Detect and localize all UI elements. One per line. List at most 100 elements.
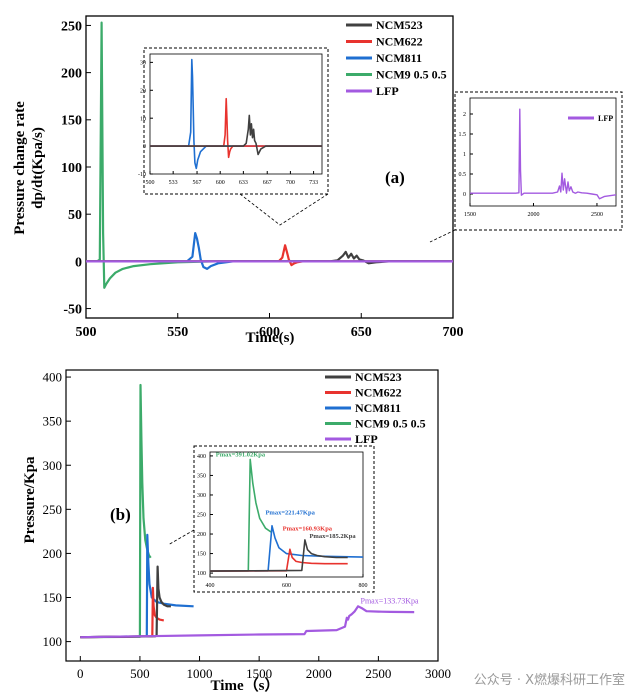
panel-a: 500 550 600 650 700-50050100150200250Time(s)… xyxy=(12,15,623,346)
a-legend-label: LFP xyxy=(376,84,399,98)
a-inset1-pointer xyxy=(239,193,329,226)
a-ytick-label: 200 xyxy=(61,67,82,82)
panel-b: 0 500 1000 1500 2000 2500 3000 100 150 200 250 300 3… xyxy=(22,369,451,694)
a-legend-label: NCM9 0.5 0.5 xyxy=(376,68,447,82)
b-inset-xtick-label: 600 xyxy=(282,583,291,589)
b-legend-label: LFP xyxy=(355,432,378,446)
a-ytick-label: 100 xyxy=(61,161,82,176)
a-inset1-ytick-label: -10 xyxy=(138,172,146,178)
a-legend-label: NCM622 xyxy=(376,35,423,49)
a-inset1-xtick-label: 733 xyxy=(309,180,318,186)
b-inset-series-ncm622 xyxy=(210,548,348,572)
a-inset2-legend-label: LFP xyxy=(598,114,613,123)
b-series-ncm523 xyxy=(80,565,171,639)
b-inset-ytick-label: 400 xyxy=(197,454,206,460)
a-inset1-ytick-label: 0 xyxy=(143,144,146,150)
b-inset-annotation: Pmax=185.2Kpa xyxy=(309,533,356,540)
b-annotation: Pmax=133.73Kpa xyxy=(361,597,420,606)
b-xtick-label: 2500 xyxy=(365,666,391,681)
b-inset-ytick-label: 150 xyxy=(197,552,206,558)
b-inset-series-ncm523 xyxy=(210,539,348,572)
a-inset2-ytick-label: 0.5 xyxy=(459,172,467,178)
b-series-lfp xyxy=(80,605,415,639)
a-ytick-label: -50 xyxy=(63,302,82,317)
a-inset2-ytick-label: 1 xyxy=(463,152,466,158)
b-ytick-label: 300 xyxy=(43,458,63,473)
a-inset1-xtick-label: 567 xyxy=(193,180,202,186)
b-legend-label: NCM9 0.5 0.5 xyxy=(355,417,426,431)
b-ytick-label: 350 xyxy=(43,414,63,429)
b-xtick-label: 2000 xyxy=(306,666,332,681)
b-inset-ytick-label: 100 xyxy=(197,571,206,577)
a-inset2-ytick-label: 1.5 xyxy=(459,132,467,138)
b-legend-label: NCM622 xyxy=(355,386,402,400)
a-series-ncm523 xyxy=(86,250,453,265)
a-y-axis-label: Pressure change rate dp/dt(Kpa/s) xyxy=(12,101,46,235)
a-inset1-xtick-label: 667 xyxy=(263,180,272,186)
b-ytick-label: 400 xyxy=(43,370,63,385)
a-inset1-series-ncm523 xyxy=(150,114,322,156)
b-y-axis-label: Pressure/Kpa xyxy=(22,456,38,543)
a-inset2-xtick-label: 2500 xyxy=(591,212,603,218)
a-inset1-xtick-label: 533 xyxy=(169,180,178,186)
b-inset-pointer xyxy=(167,529,195,546)
b-inset-ytick-label: 200 xyxy=(197,532,206,538)
a-inset2-xtick-label: 1500 xyxy=(464,212,476,218)
b-panel-label: (b) xyxy=(110,505,131,524)
b-series-ncm811 xyxy=(80,533,194,639)
a-inset1-series-ncm811 xyxy=(150,58,322,170)
a-y-axis-label-line: dp/dt(Kpa/s) xyxy=(30,127,46,209)
b-xtick-label: 0 xyxy=(77,666,84,681)
b-inset-xtick-label: 400 xyxy=(206,583,215,589)
a-series-ncm811 xyxy=(86,232,453,270)
b-inset-annotation: Pmax=221.47Kpa xyxy=(265,510,315,517)
a-inset1-ytick-label: 10 xyxy=(140,116,146,122)
a-legend-label: NCM811 xyxy=(376,51,422,65)
b-inset-series-ncm9-0-5-0-5 xyxy=(210,458,272,572)
b-ytick-label: 250 xyxy=(43,502,63,517)
b-inset-ytick-label: 300 xyxy=(197,493,206,499)
a-inset2-xtick-label: 2000 xyxy=(527,212,539,218)
a-xtick-label: 550 xyxy=(167,325,188,340)
a-ytick-label: 50 xyxy=(68,208,82,223)
a-inset1-frame xyxy=(149,53,323,175)
b-xtick-label: 3000 xyxy=(425,666,451,681)
a-xtick-label: 650 xyxy=(351,325,372,340)
a-inset2-dashed-box xyxy=(454,91,623,231)
a-inset2-pointer xyxy=(429,229,456,243)
b-inset-annotation: Pmax=160.93Kpa xyxy=(283,526,333,533)
b-legend-label: NCM523 xyxy=(355,370,402,384)
a-inset1-ytick-label: 30 xyxy=(140,60,146,66)
a-xtick-label: 600 xyxy=(259,325,280,340)
a-xtick-label: 500 xyxy=(76,325,97,340)
b-legend-label: NCM811 xyxy=(355,401,401,415)
b-ytick-label: 100 xyxy=(43,634,63,649)
a-inset2-ytick-label: 0 xyxy=(463,192,466,198)
b-xtick-label: 500 xyxy=(130,666,150,681)
b-inset-ytick-label: 250 xyxy=(197,513,206,519)
a-panel-label: (a) xyxy=(385,168,405,187)
a-inset2-ytick-label: 2 xyxy=(463,112,466,118)
a-inset1-xtick-label: 600 xyxy=(216,180,225,186)
a-inset2-series-lfp xyxy=(470,108,616,200)
a-y-axis-label-line: Pressure change rate xyxy=(12,101,28,235)
b-ytick-label: 200 xyxy=(43,546,63,561)
a-inset2-frame xyxy=(469,97,617,207)
a-ytick-label: 250 xyxy=(61,19,82,34)
a-inset1-xtick-label: 700 xyxy=(286,180,295,186)
a-legend-label: NCM523 xyxy=(376,18,423,32)
a-ytick-label: 0 xyxy=(75,255,82,270)
a-inset1-ytick-label: 20 xyxy=(140,88,146,94)
b-inset-xtick-label: 800 xyxy=(359,583,368,589)
b-xtick-label: 1500 xyxy=(246,666,272,681)
b-ytick-label: 150 xyxy=(43,590,63,605)
watermark-text: 公众号 · X燃爆科研工作室 xyxy=(473,673,625,688)
b-inset-dashed-box xyxy=(193,445,375,593)
a-xtick-label: 700 xyxy=(443,325,464,340)
b-inset-ytick-label: 350 xyxy=(197,474,206,480)
b-xtick-label: 1000 xyxy=(187,666,213,681)
a-x-axis-label: Time(s) xyxy=(246,330,295,346)
b-frame xyxy=(65,369,439,662)
b-x-axis-label: Time（s） xyxy=(211,676,280,694)
